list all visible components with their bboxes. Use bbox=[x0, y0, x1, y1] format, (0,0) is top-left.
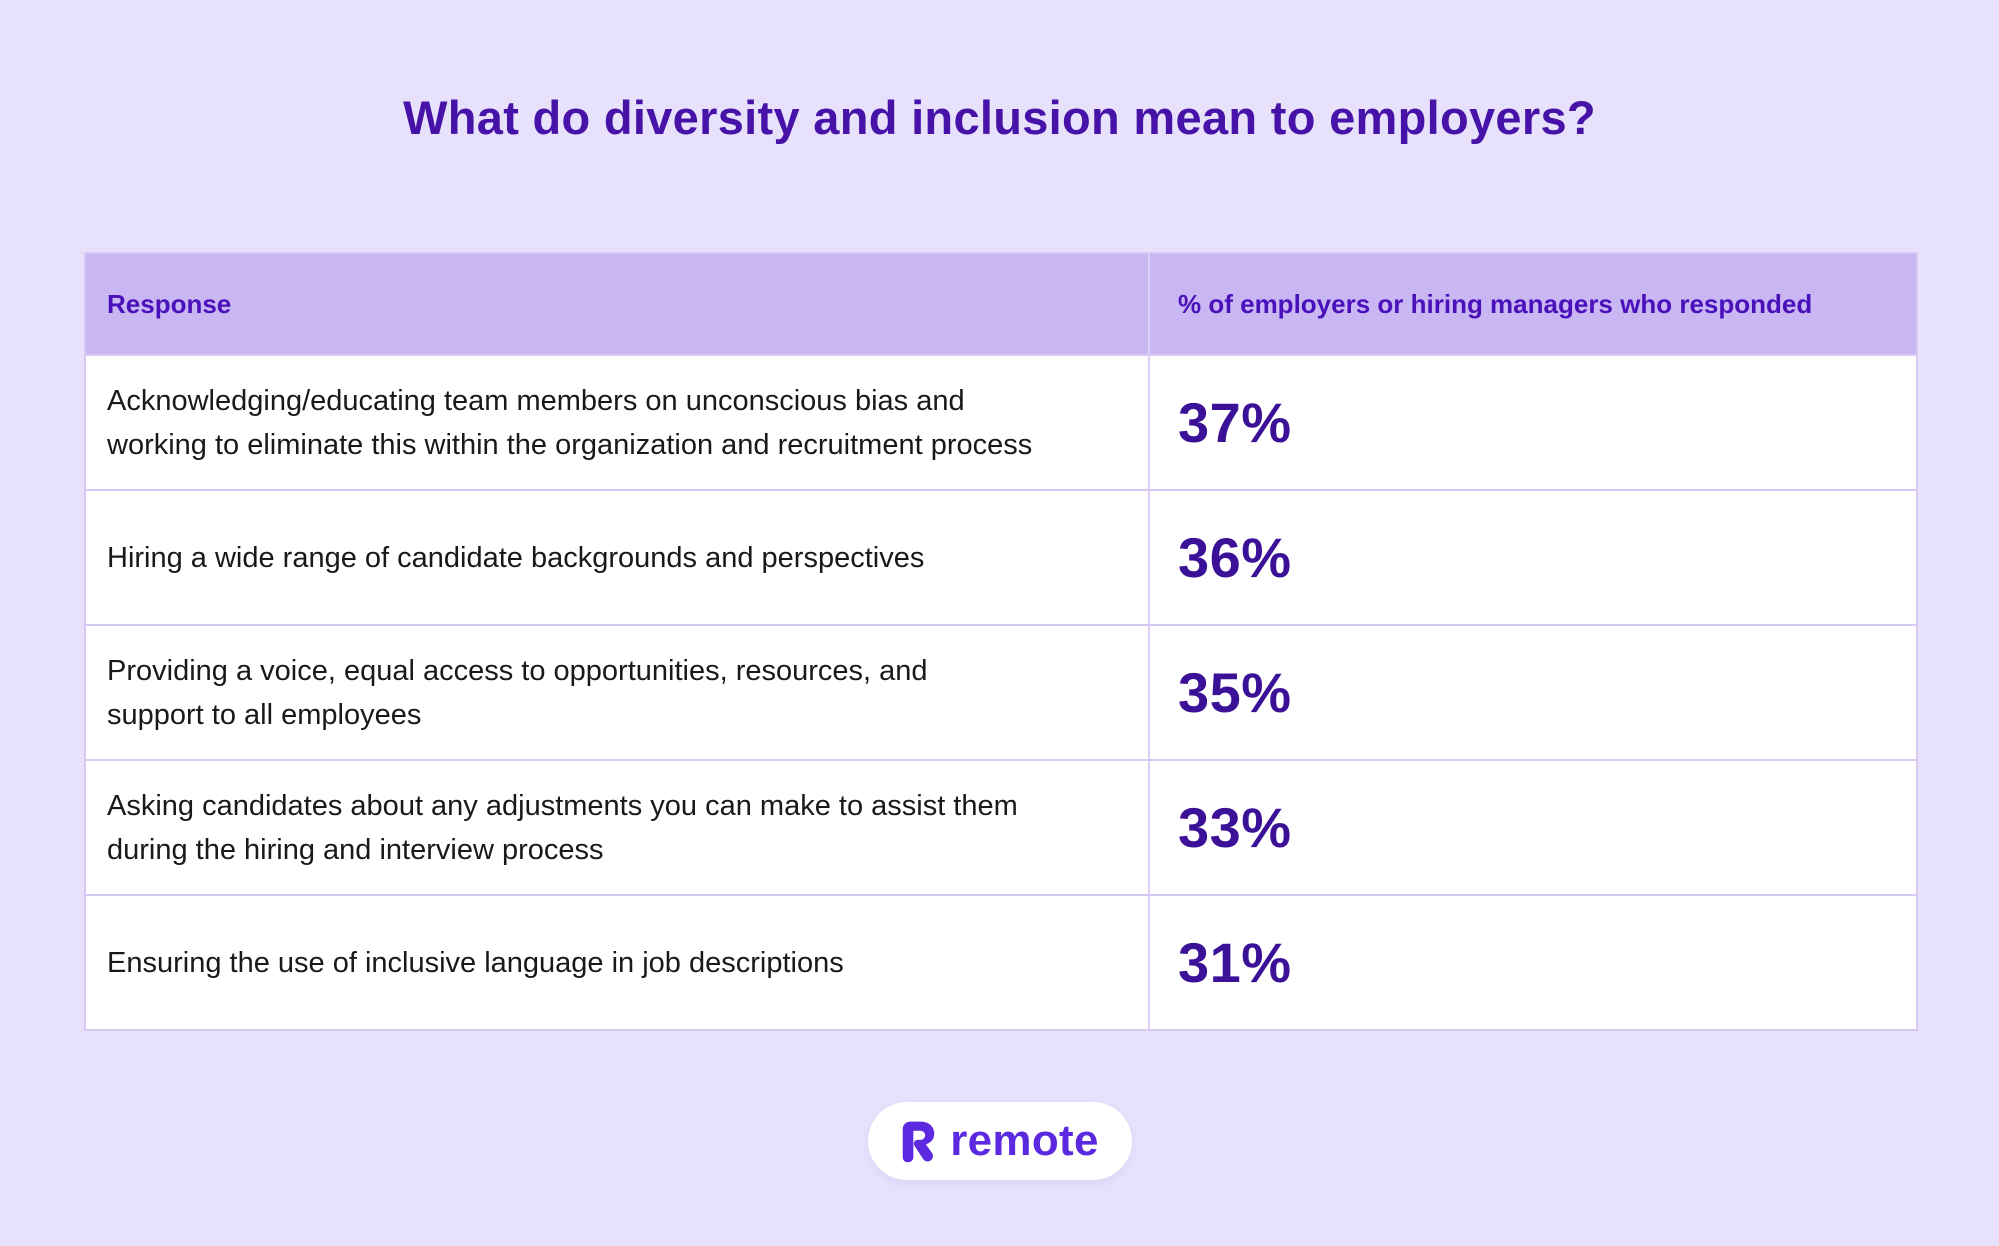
percentage-value: 36% bbox=[1148, 491, 1916, 624]
table-header-row: Response % of employers or hiring manage… bbox=[86, 254, 1916, 354]
response-text: Providing a voice, equal access to oppor… bbox=[107, 654, 928, 731]
column-header-response: Response bbox=[107, 288, 232, 319]
response-text: Ensuring the use of inclusive language i… bbox=[107, 946, 844, 979]
table-row: Providing a voice, equal access to oppor… bbox=[86, 624, 1916, 759]
percentage-value: 35% bbox=[1148, 626, 1916, 759]
page-title: What do diversity and inclusion mean to … bbox=[403, 91, 1596, 144]
table-row: Asking candidates about any adjustments … bbox=[86, 759, 1916, 894]
table-row: Ensuring the use of inclusive language i… bbox=[86, 894, 1916, 1029]
table-row: Acknowledging/educating team members on … bbox=[86, 354, 1916, 489]
remote-r-icon bbox=[902, 1121, 935, 1163]
response-text: Hiring a wide range of candidate backgro… bbox=[107, 541, 925, 574]
survey-results-table: Response % of employers or hiring manage… bbox=[84, 252, 1918, 1031]
response-text: Acknowledging/educating team members on … bbox=[107, 384, 1033, 461]
remote-wordmark: remote bbox=[950, 1116, 1099, 1165]
percentage-value: 31% bbox=[1148, 896, 1916, 1029]
column-header-percentage: % of employers or hiring managers who re… bbox=[1148, 254, 1916, 354]
percentage-value: 37% bbox=[1148, 356, 1916, 489]
remote-logo-badge: remote bbox=[867, 1102, 1132, 1180]
percentage-value: 33% bbox=[1148, 761, 1916, 894]
response-text: Asking candidates about any adjustments … bbox=[107, 789, 1018, 866]
table-row: Hiring a wide range of candidate backgro… bbox=[86, 489, 1916, 624]
